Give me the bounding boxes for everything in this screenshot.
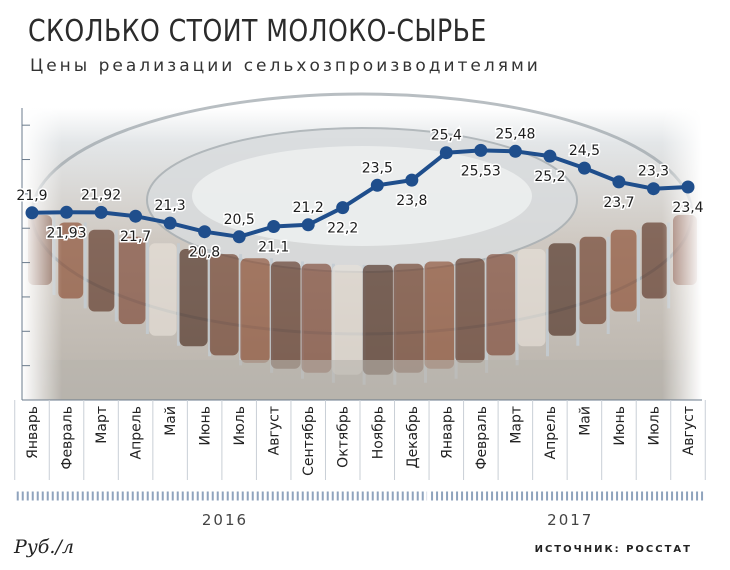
x-axis-labels: Январь Февраль Март Апрель Май Июнь Июль Август… xyxy=(25,406,697,476)
data-point xyxy=(405,173,419,187)
x-tick-label: Июль xyxy=(232,406,248,445)
data-point xyxy=(336,201,350,215)
x-tick-label: Август xyxy=(267,406,283,455)
data-point xyxy=(681,180,695,194)
cow-shape xyxy=(579,236,607,325)
data-label: 21,93 xyxy=(46,225,86,241)
cow-shape xyxy=(517,249,546,347)
chart-title: СКОЛЬКО СТОИТ МОЛОКО-СЫРЬЕ xyxy=(28,14,487,49)
x-tick-label: Февраль xyxy=(474,406,490,470)
x-tick-label: Март xyxy=(94,406,110,444)
x-tick-label: Июль xyxy=(646,406,662,445)
cow-shape xyxy=(548,243,576,336)
background-photo xyxy=(22,92,702,400)
x-tick-label: Сентябрь xyxy=(301,406,317,476)
x-tick-label: Апрель xyxy=(543,406,559,459)
cow-shape xyxy=(149,243,177,336)
x-tick-label: Август xyxy=(681,406,697,455)
x-tick-label: Январь xyxy=(25,406,41,459)
data-point xyxy=(198,225,212,239)
cow-shape xyxy=(179,249,208,347)
cow-shape xyxy=(270,261,301,369)
data-point xyxy=(508,144,522,158)
cow-shape xyxy=(332,264,363,375)
data-point xyxy=(60,205,73,219)
data-label: 25,2 xyxy=(534,169,565,185)
data-label: 25,48 xyxy=(495,126,535,142)
data-label: 21,9 xyxy=(16,188,47,204)
data-label: 22,2 xyxy=(327,221,358,237)
cow-shape xyxy=(393,263,424,373)
data-point xyxy=(543,149,557,163)
data-label: 23,7 xyxy=(603,195,634,211)
data-labels: 21,9 21,93 21,92 21,721,3 20,8 20,521,1 21,222… xyxy=(15,125,705,262)
cow-shape xyxy=(209,254,239,356)
x-tick-label: Ноябрь xyxy=(370,406,386,459)
gridlines xyxy=(14,108,706,480)
source-label: ИСТОЧНИК: РОССТАТ xyxy=(534,544,692,555)
x-tick-label: Октябрь xyxy=(336,406,352,468)
cow-shape xyxy=(362,264,393,375)
unit-label: Руб./л xyxy=(14,536,74,558)
data-label: 25,4 xyxy=(431,128,462,144)
cow-shape xyxy=(486,254,516,356)
data-label: 20,5 xyxy=(224,212,255,228)
x-tick-label: Апрель xyxy=(129,406,145,459)
x-tick-label: Июнь xyxy=(198,406,214,446)
cow-shape xyxy=(424,261,455,369)
data-point xyxy=(232,230,246,244)
data-point xyxy=(647,182,660,196)
x-tick-label: Январь xyxy=(439,406,455,459)
cow-shape xyxy=(610,229,637,312)
data-point xyxy=(129,209,143,223)
data-markers xyxy=(25,143,695,244)
data-point xyxy=(439,146,453,160)
data-label: 23,3 xyxy=(638,164,669,180)
x-tick-label: Февраль xyxy=(60,406,76,470)
data-point xyxy=(577,161,591,175)
data-label: 20,8 xyxy=(189,245,220,261)
cow-shape xyxy=(641,222,667,299)
cow-shape xyxy=(118,236,146,325)
x-tick-label: Май xyxy=(577,406,593,436)
cow-shape xyxy=(301,263,332,373)
data-label: 23,4 xyxy=(672,200,703,216)
data-point xyxy=(163,216,177,230)
x-tick-label: Март xyxy=(508,406,524,444)
data-label: 23,5 xyxy=(362,160,393,176)
data-point xyxy=(94,205,108,219)
data-point xyxy=(370,178,384,192)
data-label: 23,8 xyxy=(396,193,427,209)
cow-shape xyxy=(240,258,270,363)
data-label: 24,5 xyxy=(569,143,600,159)
data-label: 21,92 xyxy=(81,187,121,203)
data-point xyxy=(301,218,315,232)
data-point xyxy=(474,143,488,157)
year-label: 2017 xyxy=(547,511,594,529)
data-label: 25,53 xyxy=(461,163,501,179)
data-point xyxy=(25,206,39,220)
cow-shape xyxy=(455,258,485,363)
data-point xyxy=(267,220,281,233)
data-label: 21,1 xyxy=(258,240,289,256)
data-label: 21,2 xyxy=(293,200,324,216)
x-tick-label: Декабрь xyxy=(405,406,421,468)
data-label: 21,7 xyxy=(120,229,151,245)
cow-shape xyxy=(58,222,84,299)
x-tick-label: Май xyxy=(163,406,179,436)
data-label: 21,3 xyxy=(155,198,186,214)
year-label: 2016 xyxy=(201,511,249,529)
x-tick-label: Июнь xyxy=(612,406,628,446)
chart-subtitle: Цены реализации сельхозпроизводителями xyxy=(30,56,541,76)
cow-shape xyxy=(88,229,115,312)
data-point xyxy=(612,175,626,189)
